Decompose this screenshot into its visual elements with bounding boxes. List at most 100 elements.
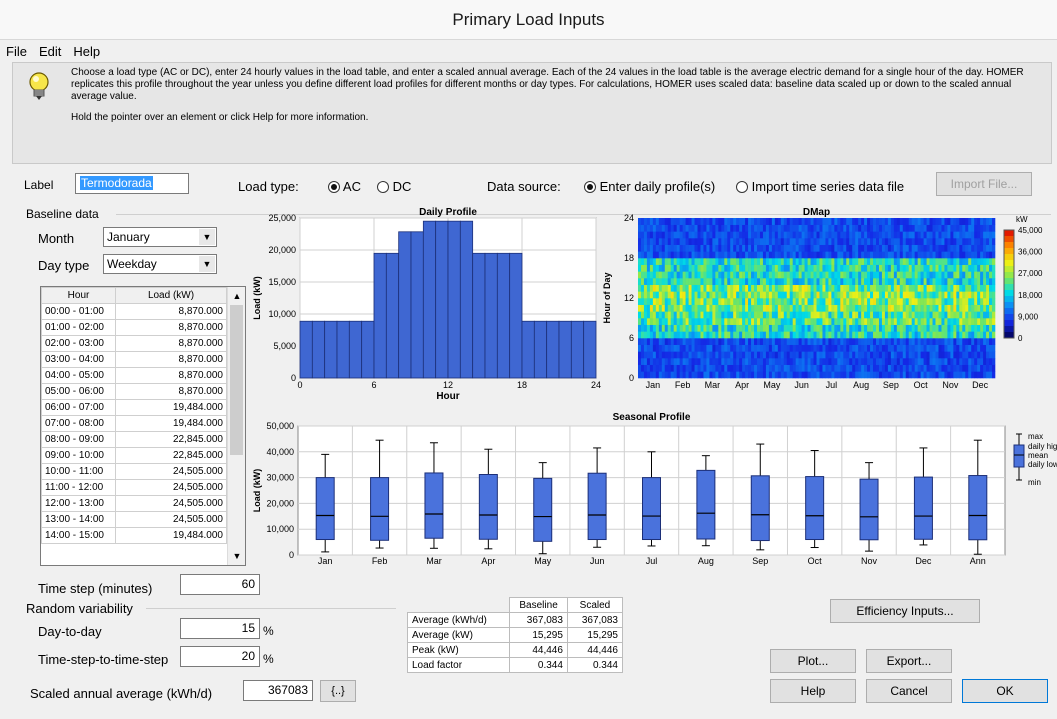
heatmap-cell [873, 331, 877, 339]
table-row[interactable]: 07:00 - 08:00 19,484.000 [41, 415, 227, 432]
day-to-day-input[interactable]: 15 [180, 618, 260, 639]
heatmap-cell [703, 358, 707, 365]
heatmap-cell [691, 278, 695, 285]
load-cell[interactable]: 19,484.000 [115, 399, 227, 416]
load-cell[interactable]: 8,870.000 [115, 367, 227, 384]
scrollbar-thumb[interactable] [230, 305, 243, 455]
plot-button[interactable]: Plot... [770, 649, 856, 673]
heatmap-cell [804, 251, 808, 259]
scaled-sensitivity-button[interactable]: {..} [320, 680, 356, 702]
heatmap-cell [697, 251, 701, 259]
load-cell[interactable]: 8,870.000 [115, 319, 227, 336]
heatmap-cell [974, 344, 978, 352]
heatmap-cell [878, 271, 883, 279]
radio-import-icon[interactable] [736, 181, 748, 193]
ok-button[interactable]: OK [962, 679, 1048, 703]
table-row[interactable]: 10:00 - 11:00 24,505.000 [41, 463, 227, 480]
table-row[interactable]: 06:00 - 07:00 19,484.000 [41, 399, 227, 416]
table-row[interactable]: 04:00 - 05:00 8,870.000 [41, 367, 227, 384]
chevron-down-icon[interactable]: ▼ [199, 229, 215, 245]
daytype-select[interactable]: Weekday ▼ [103, 254, 217, 274]
load-cell[interactable]: 19,484.000 [115, 527, 227, 544]
load-cell[interactable]: 19,484.000 [115, 415, 227, 432]
heatmap-cell [926, 351, 930, 359]
heatmap-cell [703, 218, 707, 225]
load-cell[interactable]: 8,870.000 [115, 383, 227, 400]
timestep-variability-input[interactable]: 20 [180, 646, 260, 667]
heatmap-cell [697, 298, 701, 305]
menu-file[interactable]: File [6, 44, 27, 59]
table-row[interactable]: 11:00 - 12:00 24,505.000 [41, 479, 227, 496]
source-import-file[interactable]: Import time series data file [736, 179, 904, 194]
load-cell[interactable]: 24,505.000 [115, 479, 227, 496]
heatmap-cell [884, 264, 889, 272]
table-row[interactable]: 05:00 - 06:00 8,870.000 [41, 383, 227, 400]
heatmap-cell [679, 298, 683, 305]
load-cell[interactable]: 8,870.000 [115, 351, 227, 368]
label-input[interactable]: Termodorada [75, 173, 189, 194]
scroll-down-icon[interactable]: ▼ [232, 551, 242, 561]
cancel-button[interactable]: Cancel [866, 679, 952, 703]
heatmap-cell [676, 311, 680, 319]
heatmap-cell [709, 344, 713, 352]
heatmap-cell [640, 304, 645, 312]
heatmap-cell [920, 318, 924, 325]
table-row[interactable]: 13:00 - 14:00 24,505.000 [41, 511, 227, 528]
heatmap-cell [638, 271, 642, 279]
time-step-input[interactable]: 60 [180, 574, 260, 595]
heatmap-cell [944, 231, 948, 239]
heatmap-cell [923, 351, 927, 359]
table-row[interactable]: 14:00 - 15:00 19,484.000 [41, 527, 227, 544]
heatmap-cell [881, 244, 886, 252]
heatmap-cell [905, 231, 910, 239]
heatmap-cell [730, 291, 734, 299]
heatmap-cell [640, 251, 645, 259]
radio-ac-icon[interactable] [328, 181, 340, 193]
heatmap-cell [819, 218, 823, 225]
source-daily-profile[interactable]: Enter daily profile(s) [584, 179, 715, 194]
load-cell[interactable]: 24,505.000 [115, 463, 227, 480]
heatmap-cell [700, 364, 704, 372]
table-row[interactable]: 02:00 - 03:00 8,870.000 [41, 335, 227, 352]
load-type-dc[interactable]: DC [377, 179, 411, 194]
import-file-button[interactable]: Import File... [936, 172, 1032, 196]
heatmap-cell [688, 231, 692, 239]
menu-help[interactable]: Help [73, 44, 101, 59]
load-type-ac[interactable]: AC [328, 179, 361, 194]
table-row[interactable]: 09:00 - 10:00 22,845.000 [41, 447, 227, 464]
heatmap-cell [801, 338, 805, 345]
heatmap-cell [757, 344, 761, 352]
heatmap-cell [840, 264, 844, 272]
export-button[interactable]: Export... [866, 649, 952, 673]
heatmap-cell [825, 344, 829, 352]
table-row[interactable]: 01:00 - 02:00 8,870.000 [41, 319, 227, 336]
load-cell[interactable]: 8,870.000 [115, 335, 227, 352]
load-cell[interactable]: 22,845.000 [115, 447, 227, 464]
load-table[interactable]: Hour Load (kW) 00:00 - 01:00 8,870.000 01:… [40, 286, 246, 566]
heatmap-cell [742, 264, 746, 272]
heatmap-cell [643, 351, 648, 359]
table-row[interactable]: 12:00 - 13:00 24,505.000 [41, 495, 227, 512]
load-cell[interactable]: 24,505.000 [115, 495, 227, 512]
heatmap-cell [649, 218, 654, 225]
heatmap-cell [926, 284, 930, 292]
load-cell[interactable]: 24,505.000 [115, 511, 227, 528]
scroll-up-icon[interactable]: ▲ [232, 291, 242, 301]
radio-dc-icon[interactable] [377, 181, 389, 193]
load-cell[interactable]: 8,870.000 [115, 303, 227, 320]
chevron-down-icon[interactable]: ▼ [199, 256, 215, 272]
heatmap-cell [950, 251, 954, 259]
radio-daily-icon[interactable] [584, 181, 596, 193]
table-row[interactable]: 00:00 - 01:00 8,870.000 [41, 303, 227, 320]
month-select[interactable]: January ▼ [103, 227, 217, 247]
load-cell[interactable]: 22,845.000 [115, 431, 227, 448]
scaled-average-input[interactable]: 367083 [243, 680, 313, 701]
table-row[interactable]: 08:00 - 09:00 22,845.000 [41, 431, 227, 448]
heatmap-cell [727, 284, 731, 292]
table-scrollbar[interactable]: ▲ ▼ [227, 287, 245, 565]
help-button[interactable]: Help [770, 679, 856, 703]
efficiency-inputs-button[interactable]: Efficiency Inputs... [830, 599, 980, 623]
table-row[interactable]: 03:00 - 04:00 8,870.000 [41, 351, 227, 368]
heatmap-cell [801, 231, 805, 239]
menu-edit[interactable]: Edit [38, 44, 62, 59]
